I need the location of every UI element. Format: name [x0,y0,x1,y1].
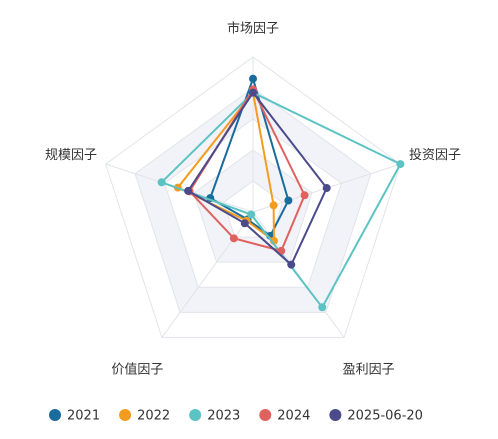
data-point [287,260,296,269]
legend-marker [189,409,202,421]
legend-marker [329,409,342,421]
legend-item[interactable]: 2024 [259,409,310,424]
data-point [240,219,249,228]
axis-label: 投资因子 [409,147,461,163]
legend-item[interactable]: 2025-06-20 [329,409,423,424]
axis-label: 规模因子 [45,148,97,163]
radar-axis [161,211,254,338]
data-point [247,210,256,219]
legend-marker [119,409,132,421]
data-point [396,160,405,169]
legend-label: 2025-06-20 [347,409,423,424]
data-point [249,74,257,83]
data-point [269,201,278,210]
series-line [186,90,328,267]
legend-label: 2022 [137,409,170,424]
legend-marker [259,409,272,421]
data-point [284,196,293,205]
axis-label: 市场因子 [227,21,279,37]
data-point [229,234,238,243]
data-point [249,88,257,97]
data-point [322,184,331,193]
series-line [209,75,290,238]
axis-label: 价值因子 [111,362,163,378]
series-line [176,90,275,243]
data-point [300,191,309,200]
legend-item[interactable]: 2022 [119,409,170,424]
axis-label: 盈利因子 [343,363,395,378]
data-point [318,303,327,312]
data-point [184,186,193,195]
data-point [157,178,166,187]
legend-item[interactable]: 2023 [189,409,240,424]
legend-label: 2021 [67,409,100,424]
legend-label: 2024 [277,409,310,424]
legend-label: 2023 [207,409,240,424]
legend-item[interactable]: 2021 [49,409,100,424]
legend-marker [49,409,61,421]
